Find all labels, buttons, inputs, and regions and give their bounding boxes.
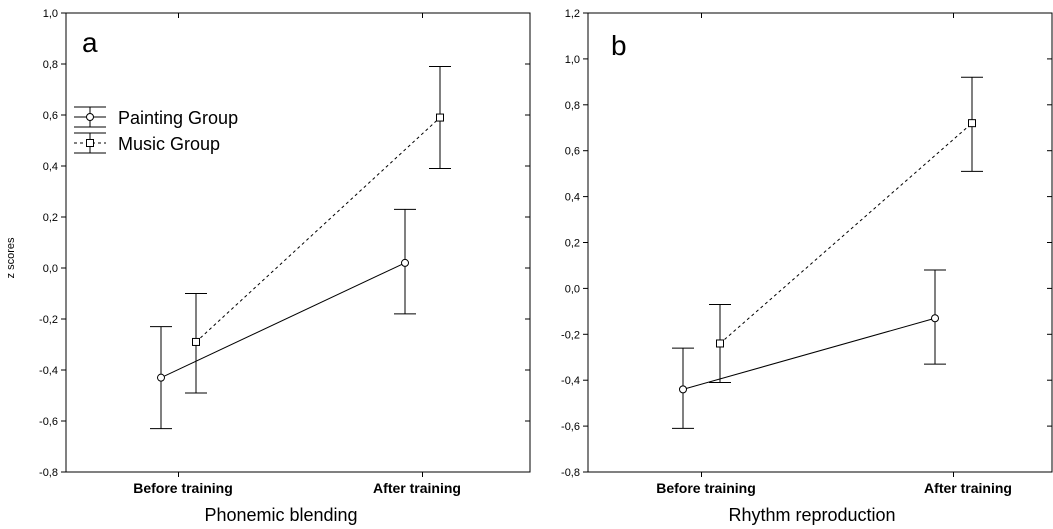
- series-line: [160, 262, 406, 379]
- data-point: [192, 337, 200, 346]
- y-tick-label: 0,0: [565, 283, 580, 295]
- data-point: [436, 113, 444, 122]
- data-point: [716, 339, 724, 348]
- y-tick-label: 0,8: [565, 100, 580, 112]
- data-point: [931, 314, 939, 323]
- y-tick-label: 0,6: [43, 110, 58, 122]
- panel-label: a: [82, 27, 98, 58]
- y-tick-label: 0,2: [43, 212, 58, 224]
- plot-frame: [65, 12, 531, 473]
- y-tick-label: 0,6: [565, 146, 580, 158]
- x-category-label: After training: [373, 480, 461, 496]
- series-line: [719, 122, 973, 344]
- y-tick-label: 1,2: [565, 8, 580, 20]
- chart-panel-b: -0,8 -0,6 -0,4 -0,2 0,0 0,2 0,4 0,6 0,8 1,0 1,2 Bef…: [561, 8, 1053, 525]
- panel-label: b: [611, 30, 627, 61]
- y-axis-title: z scores: [5, 237, 17, 278]
- series-painting-group: [672, 269, 946, 429]
- x-category-label: After training: [924, 480, 1012, 496]
- series-line: [195, 117, 441, 343]
- data-point: [968, 119, 976, 128]
- y-tick-label: 1,0: [565, 54, 580, 66]
- data-point: [401, 258, 409, 267]
- y-tick-label: -0,4: [39, 365, 58, 377]
- data-point: [679, 385, 687, 394]
- legend-marker-circle: [86, 113, 94, 121]
- series-line: [682, 317, 936, 390]
- y-tick-label: 0,2: [565, 238, 580, 250]
- y-tick-label: 0,4: [565, 192, 580, 204]
- y-tick-label: -0,8: [39, 467, 58, 479]
- series-music-group: [185, 66, 451, 394]
- x-category-label: Before training: [656, 480, 756, 496]
- data-point: [157, 373, 165, 382]
- y-tick-label: 0,8: [43, 59, 58, 71]
- series-painting-group: [150, 208, 416, 430]
- x-axis-title: Rhythm reproduction: [728, 505, 895, 525]
- legend-label: Painting Group: [118, 108, 238, 128]
- legend-marker-square: [86, 139, 94, 147]
- series-music-group: [709, 76, 983, 383]
- legend: Painting Group Music Group: [74, 106, 238, 154]
- y-tick-label: -0,2: [561, 329, 580, 341]
- legend-label: Music Group: [118, 134, 220, 154]
- y-tick-label: 1,0: [43, 8, 58, 20]
- x-category-label: Before training: [133, 480, 233, 496]
- y-tick-label: -0,6: [561, 421, 580, 433]
- y-tick-label: -0,4: [561, 375, 580, 387]
- y-tick-label: -0,2: [39, 314, 58, 326]
- chart-panel-a: -0,8 -0,6 -0,4 -0,2 0,0 0,2 0,4 0,6 0,8 1,0 Before…: [5, 8, 531, 525]
- y-tick-label: -0,6: [39, 416, 58, 428]
- y-tick-label: -0,8: [561, 467, 580, 479]
- y-tick-label: 0,4: [43, 161, 58, 173]
- y-tick-label: 0,0: [43, 263, 58, 275]
- plot-frame: [587, 12, 1053, 473]
- x-axis-title: Phonemic blending: [204, 505, 357, 525]
